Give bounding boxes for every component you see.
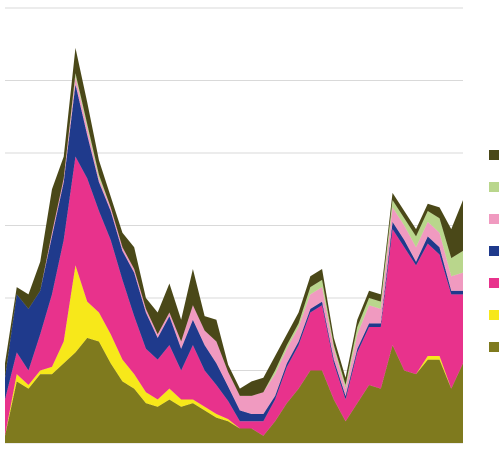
legend-swatch [489,150,499,160]
legend-swatch [489,182,499,192]
legend-swatch [489,278,499,288]
legend-swatch [489,310,499,320]
legend-swatch [489,342,499,352]
area [5,156,463,436]
area [5,337,463,443]
legend-swatch [489,214,499,224]
legend-swatch [489,246,499,256]
